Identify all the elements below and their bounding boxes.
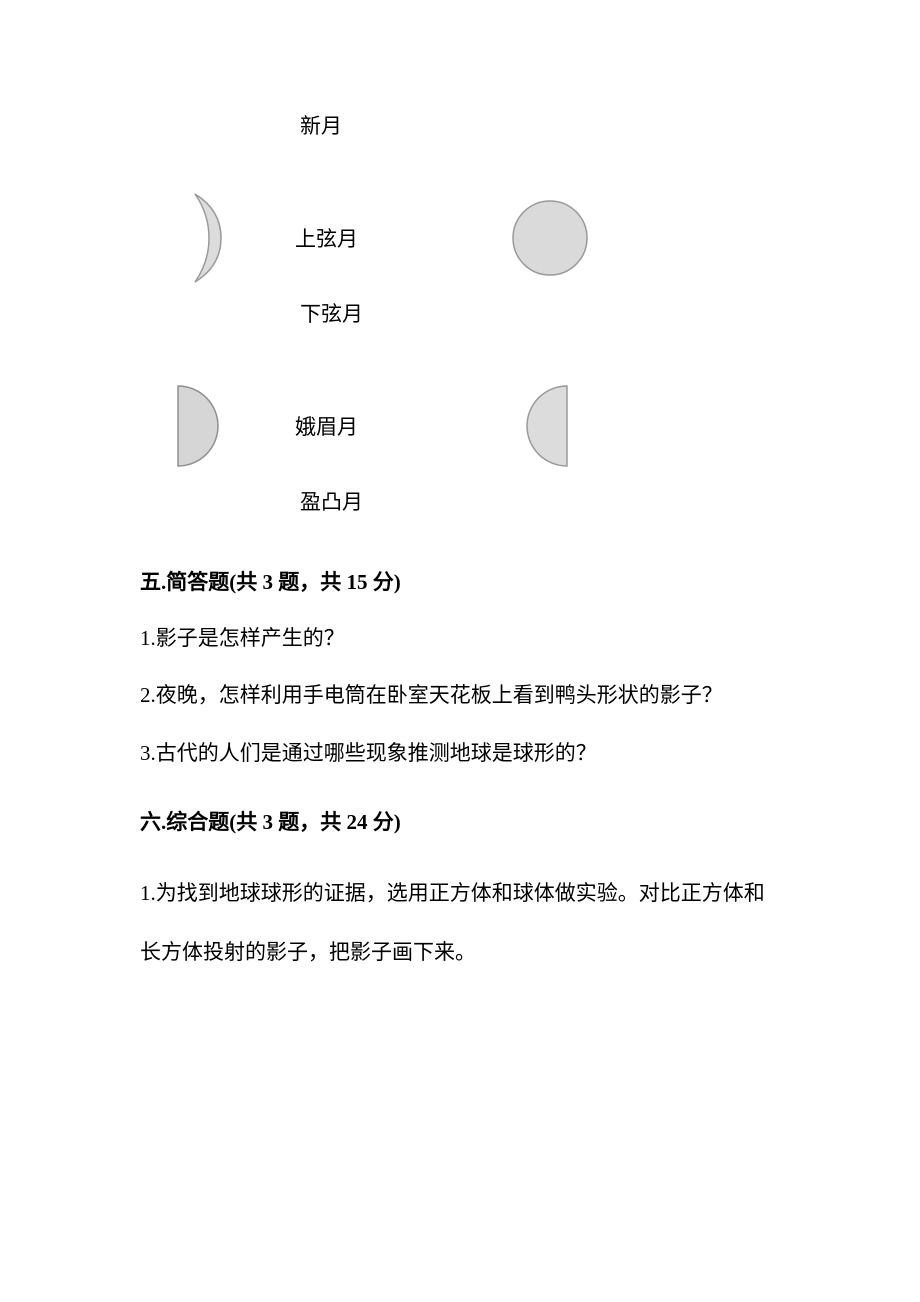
crescent-moon-icon	[160, 190, 230, 286]
half-right-moon-icon	[160, 378, 230, 474]
moon-label-last-quarter: 下弦月	[140, 298, 780, 328]
moon-row-1: 上弦月	[140, 190, 780, 286]
half-left-moon-icon	[510, 378, 590, 474]
section5-q3: 3.古代的人们是通过哪些现象推测地球是球形的？	[140, 739, 780, 768]
moon-label-new: 新月	[140, 110, 780, 140]
moon-label-first-quarter: 上弦月	[295, 223, 365, 253]
moon-label-crescent: 娥眉月	[295, 411, 365, 441]
section5-header: 五.简答题(共 3 题，共 15 分)	[140, 566, 780, 596]
moon-row-2: 娥眉月	[140, 378, 780, 474]
section6-q1: 1.为找到地球球形的证据，选用正方体和球体做实验。对比正方体和长方体投射的影子，…	[140, 864, 780, 982]
section5-q1: 1.影子是怎样产生的？	[140, 624, 780, 653]
section6-header: 六.综合题(共 3 题，共 24 分)	[140, 806, 780, 836]
moon-label-waxing-gibbous: 盈凸月	[140, 486, 780, 516]
section5-q2: 2.夜晚，怎样利用手电筒在卧室天花板上看到鸭头形状的影子？	[140, 681, 780, 710]
full-moon-icon	[510, 190, 590, 286]
